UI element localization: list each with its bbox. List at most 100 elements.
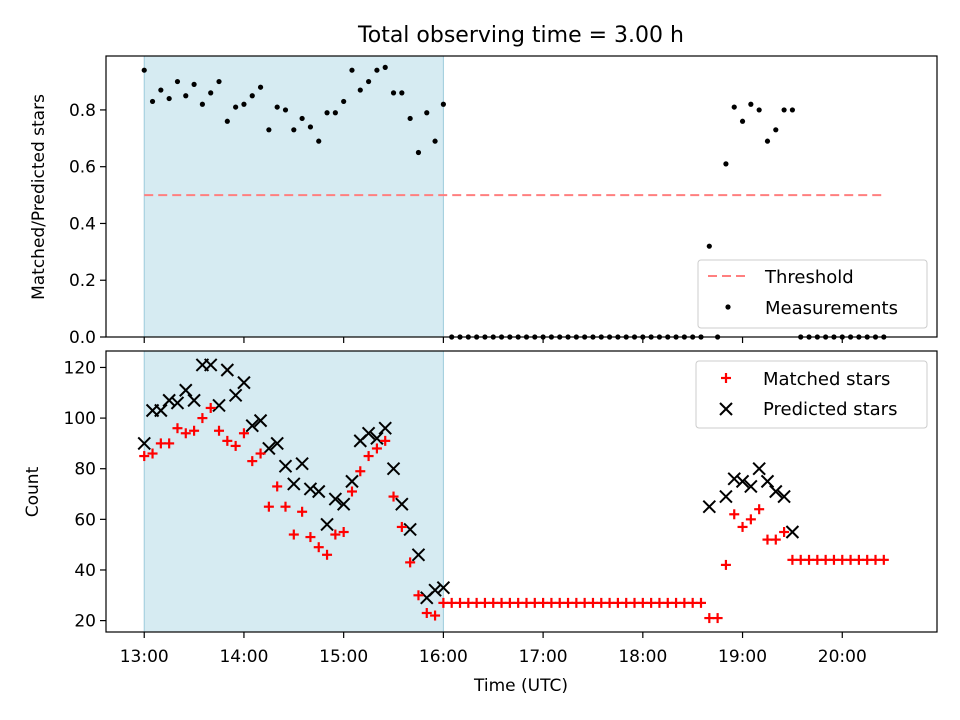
predicted-star-marker xyxy=(336,497,351,511)
measurement-point xyxy=(291,127,297,133)
measurement-point xyxy=(723,161,729,167)
predicted-star-marker xyxy=(328,492,343,506)
predicted-star-marker xyxy=(303,482,318,496)
predicted-star-marker xyxy=(370,431,384,446)
matched-legend-marker xyxy=(721,373,731,383)
bottom-y-tick-label: 80 xyxy=(74,460,96,480)
x-tick-label: 19:00 xyxy=(718,647,767,667)
top-y-axis-label: Matched/Predicted stars xyxy=(29,94,49,300)
matched-star-marker xyxy=(754,504,765,515)
matched-star-marker xyxy=(346,486,357,497)
measurement-point xyxy=(432,138,438,144)
measurement-point xyxy=(706,243,712,249)
matched-star-marker xyxy=(263,501,274,512)
matched-star-marker xyxy=(338,527,349,538)
measurement-point xyxy=(233,104,239,110)
measurement-point xyxy=(216,78,222,85)
matched-star-marker xyxy=(230,440,241,451)
matched-star-marker xyxy=(695,597,706,608)
predicted-star-marker xyxy=(237,375,251,390)
matched-star-marker xyxy=(305,532,316,543)
matched-star-marker xyxy=(280,501,291,512)
matched-star-marker xyxy=(205,402,216,413)
predicted-star-marker xyxy=(170,396,185,410)
top-axes-ticks: 0.0 0.2 0.4 0.6 0.8 xyxy=(69,101,843,348)
matched-star-marker xyxy=(421,608,432,619)
predicted-star-marker xyxy=(719,489,733,504)
chart-title: Total observing time = 3.00 h xyxy=(357,23,684,48)
matched-star-marker xyxy=(388,491,399,502)
matched-star-marker xyxy=(405,557,416,568)
measurement-point xyxy=(390,90,397,96)
matched-star-marker xyxy=(396,521,407,532)
matched-star-marker xyxy=(255,448,266,459)
measurement-point xyxy=(407,115,413,122)
predicted-star-marker xyxy=(752,462,766,476)
x-tick-label: 18:00 xyxy=(618,647,667,667)
measurement-point xyxy=(191,81,197,87)
measurement-point xyxy=(756,107,762,113)
measurement-point xyxy=(399,90,405,96)
count-points xyxy=(137,358,889,624)
predicted-star-marker xyxy=(744,479,758,494)
matched-star-marker xyxy=(247,456,258,467)
measurement-point xyxy=(299,115,305,122)
measurement-point xyxy=(141,67,147,73)
measurement-point xyxy=(748,101,754,107)
predicted-star-marker xyxy=(295,456,309,471)
matched-star-marker xyxy=(737,521,748,532)
predicted-star-marker xyxy=(278,459,293,473)
measurement-point xyxy=(781,107,787,113)
measurement-point xyxy=(424,110,430,116)
predicted-star-marker xyxy=(203,358,218,372)
measurement-point xyxy=(739,118,746,124)
top-y-tick-label: 0.0 xyxy=(69,328,96,348)
measurement-point xyxy=(349,67,355,73)
top-observing-window-shade xyxy=(143,55,444,338)
measurement-point xyxy=(257,84,264,90)
predicted-star-marker xyxy=(212,398,226,413)
bottom-y-tick-label: 120 xyxy=(64,358,96,378)
x-tick-label: 15:00 xyxy=(319,647,368,667)
predicted-star-marker xyxy=(760,474,775,489)
x-tick-label: 13:00 xyxy=(120,647,169,667)
measurement-point xyxy=(365,78,372,85)
predicted-star-marker xyxy=(403,522,417,537)
predicted-star-marker xyxy=(270,436,284,451)
measurement-point xyxy=(382,64,388,70)
x-tick-label: 14:00 xyxy=(219,647,268,667)
predicted-star-marker xyxy=(378,421,392,435)
predicted-star-marker xyxy=(702,499,717,514)
matched-star-marker xyxy=(322,549,333,560)
predicted-star-marker xyxy=(345,474,359,489)
matched-star-marker xyxy=(313,542,324,553)
bottom-y-tick-label: 20 xyxy=(74,612,96,632)
shaded-region xyxy=(143,350,444,633)
predicted-star-marker xyxy=(245,418,259,433)
measurements-legend-label: Measurements xyxy=(765,298,898,319)
predicted-star-marker xyxy=(361,426,376,440)
measurement-point xyxy=(149,98,156,105)
bottom-legend-box xyxy=(695,360,928,429)
matched-star-marker xyxy=(330,529,341,540)
predicted-star-marker xyxy=(154,403,168,418)
measurement-point xyxy=(764,138,771,144)
measurements-legend-marker xyxy=(725,304,731,310)
shaded-region xyxy=(143,55,444,338)
bottom-axes-frame xyxy=(105,350,938,633)
predicted-legend-label: Predicted stars xyxy=(763,399,897,420)
measurement-point xyxy=(166,95,172,102)
top-panel: 0.00.20.40.60.8 Matched/Predicted stars … xyxy=(29,55,938,348)
matched-star-marker xyxy=(745,514,756,525)
measurement-point xyxy=(415,149,422,156)
measurement-point xyxy=(374,67,380,73)
bottom-y-tick-label: 60 xyxy=(74,510,96,530)
measurement-point xyxy=(324,110,330,116)
predicted-star-marker xyxy=(769,484,783,499)
matched-star-marker xyxy=(288,529,299,540)
matched-star-marker xyxy=(189,425,200,436)
measurement-point xyxy=(440,101,446,107)
x-tick-label: 20:00 xyxy=(818,647,867,667)
bottom-y-tick-label: 40 xyxy=(74,561,96,581)
matched-star-marker xyxy=(197,413,208,424)
